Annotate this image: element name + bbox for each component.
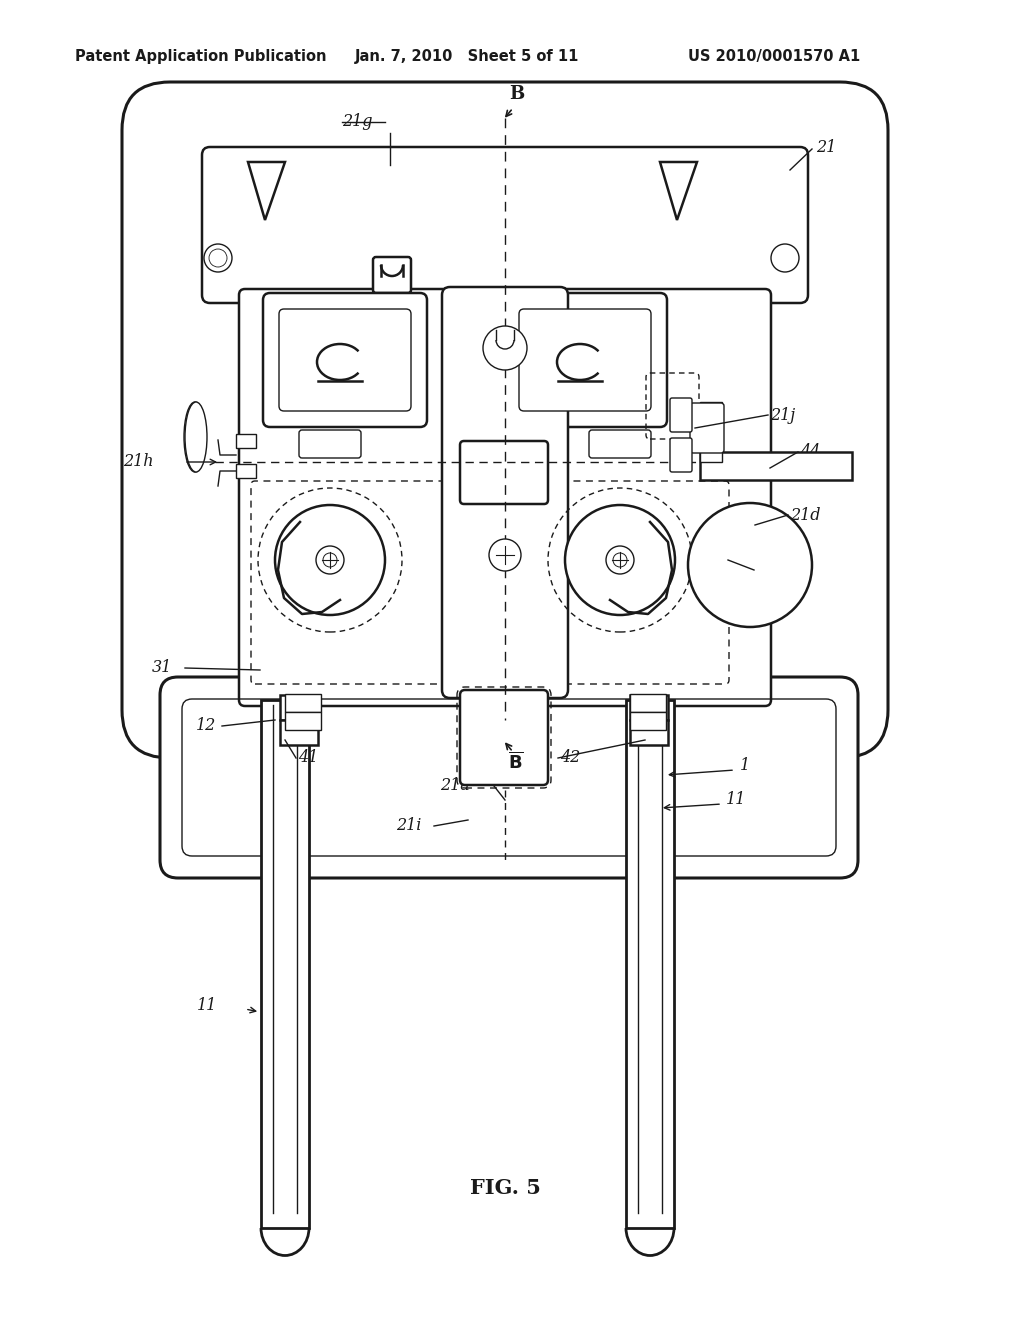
Circle shape [489,539,521,572]
Bar [700,403,722,462]
Circle shape [613,553,627,568]
FancyBboxPatch shape [670,438,692,473]
Bar [280,719,318,744]
Bar [280,696,318,719]
FancyBboxPatch shape [690,403,724,453]
Circle shape [606,546,634,574]
FancyBboxPatch shape [122,82,888,758]
Bar [630,694,666,711]
Text: 12: 12 [196,718,216,734]
FancyBboxPatch shape [279,309,411,411]
Text: 11: 11 [197,997,217,1014]
Bar [261,700,309,1228]
Text: 44: 44 [800,444,820,461]
Text: 21h: 21h [123,454,154,470]
FancyBboxPatch shape [519,309,651,411]
Bar [700,451,852,480]
Text: $\mathbf{\overline{B}}$: $\mathbf{\overline{B}}$ [508,752,523,772]
Bar [285,711,321,730]
FancyBboxPatch shape [460,441,548,504]
Text: 21: 21 [816,140,837,157]
Text: Patent Application Publication: Patent Application Publication [75,49,327,65]
FancyBboxPatch shape [202,147,808,304]
Circle shape [209,249,227,267]
Circle shape [565,506,675,615]
FancyBboxPatch shape [263,293,427,426]
Text: 42: 42 [560,750,581,767]
Text: B: B [509,84,524,103]
FancyBboxPatch shape [670,399,692,432]
Bar [236,465,256,478]
Text: 21j: 21j [770,407,796,424]
Text: 21g: 21g [342,114,373,131]
Polygon shape [248,162,285,220]
Bar [236,434,256,447]
Text: 21i: 21i [396,817,421,834]
Bar [630,719,668,744]
Text: US 2010/0001570 A1: US 2010/0001570 A1 [688,49,860,65]
FancyBboxPatch shape [299,430,361,458]
Bar [630,696,668,719]
Ellipse shape [184,403,206,473]
FancyBboxPatch shape [160,677,858,878]
Circle shape [323,553,337,568]
FancyBboxPatch shape [589,430,651,458]
Circle shape [204,244,232,272]
Bar [630,711,666,730]
Text: Jan. 7, 2010   Sheet 5 of 11: Jan. 7, 2010 Sheet 5 of 11 [355,49,580,65]
Polygon shape [660,162,697,220]
Bar [285,694,321,711]
Text: 41: 41 [298,750,318,767]
Text: FIG. 5: FIG. 5 [470,1177,541,1199]
Circle shape [316,546,344,574]
Text: 21f: 21f [756,561,782,578]
FancyBboxPatch shape [503,293,667,426]
Text: 31: 31 [152,660,172,676]
FancyBboxPatch shape [460,690,548,785]
FancyBboxPatch shape [373,257,411,293]
Bar [626,700,674,1228]
Text: 21a: 21a [440,777,470,795]
Text: 11: 11 [726,792,746,808]
Circle shape [771,244,799,272]
Circle shape [275,506,385,615]
Text: 21d: 21d [790,507,820,524]
FancyBboxPatch shape [239,289,771,706]
Ellipse shape [185,403,207,473]
Circle shape [688,503,812,627]
FancyBboxPatch shape [442,286,568,698]
Circle shape [483,326,527,370]
Text: 1: 1 [740,758,751,775]
